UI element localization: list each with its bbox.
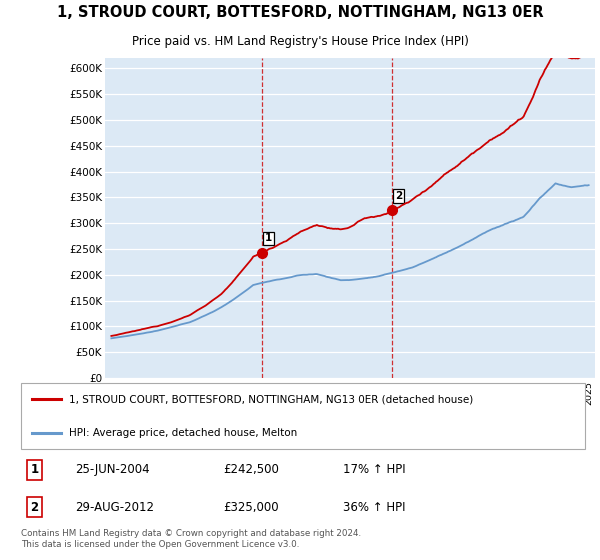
Text: 2: 2 [31,501,38,514]
Text: 2: 2 [395,191,403,201]
FancyBboxPatch shape [21,383,585,449]
Text: Contains HM Land Registry data © Crown copyright and database right 2024.
This d: Contains HM Land Registry data © Crown c… [21,530,361,549]
Text: 1, STROUD COURT, BOTTESFORD, NOTTINGHAM, NG13 0ER (detached house): 1, STROUD COURT, BOTTESFORD, NOTTINGHAM,… [70,394,473,404]
Text: 25-JUN-2004: 25-JUN-2004 [75,463,149,477]
Text: £242,500: £242,500 [223,463,279,477]
Text: 36% ↑ HPI: 36% ↑ HPI [343,501,406,514]
Text: 1, STROUD COURT, BOTTESFORD, NOTTINGHAM, NG13 0ER: 1, STROUD COURT, BOTTESFORD, NOTTINGHAM,… [56,5,544,20]
Text: HPI: Average price, detached house, Melton: HPI: Average price, detached house, Melt… [70,427,298,437]
Text: 1: 1 [265,234,272,244]
Text: £325,000: £325,000 [223,501,279,514]
Text: 29-AUG-2012: 29-AUG-2012 [75,501,154,514]
Text: Price paid vs. HM Land Registry's House Price Index (HPI): Price paid vs. HM Land Registry's House … [131,35,469,48]
Text: 1: 1 [31,463,38,477]
Text: 17% ↑ HPI: 17% ↑ HPI [343,463,406,477]
